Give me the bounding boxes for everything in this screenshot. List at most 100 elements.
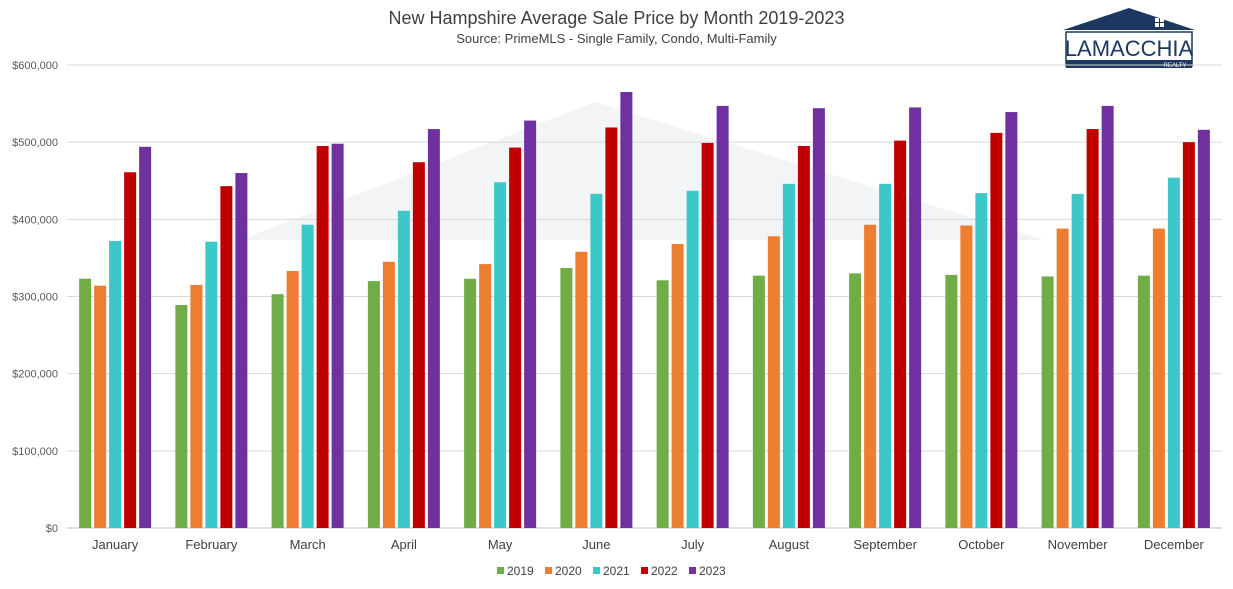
bar-2023 bbox=[812, 108, 825, 529]
bar-2021 bbox=[397, 210, 410, 528]
bar-2020 bbox=[960, 225, 973, 529]
legend-item: 2021 bbox=[593, 564, 630, 578]
legend-item: 2023 bbox=[689, 564, 726, 578]
bar-2023 bbox=[427, 129, 440, 528]
bar-2020 bbox=[671, 244, 684, 528]
bar-2019 bbox=[271, 294, 284, 528]
x-tick-label: November bbox=[1048, 537, 1109, 552]
bar-2020 bbox=[575, 251, 588, 528]
bar-2022 bbox=[701, 142, 714, 528]
x-tick-label: October bbox=[958, 537, 1005, 552]
bar-2021 bbox=[782, 183, 795, 528]
y-tick-label: $200,000 bbox=[12, 369, 58, 381]
y-tick-label: $500,000 bbox=[12, 137, 58, 149]
bar-2021 bbox=[590, 193, 603, 528]
bar-2023 bbox=[331, 143, 344, 528]
bar-2022 bbox=[1182, 142, 1195, 528]
bar-2019 bbox=[1041, 276, 1054, 528]
bar-2021 bbox=[1071, 193, 1084, 528]
x-tick-label: April bbox=[391, 537, 417, 552]
x-tick-label: September bbox=[853, 537, 917, 552]
bar-2020 bbox=[94, 285, 107, 528]
bar-2023 bbox=[524, 120, 537, 528]
bar-2019 bbox=[656, 280, 669, 528]
legend-label: 2021 bbox=[603, 564, 630, 578]
gridlines bbox=[67, 64, 1222, 529]
legend: 2019 2020 2021 2022 2023 bbox=[497, 564, 726, 578]
legend-swatch bbox=[593, 567, 600, 574]
logo-text: LAMACCHIA bbox=[1065, 36, 1194, 61]
legend-swatch bbox=[641, 567, 648, 574]
bar-2022 bbox=[894, 140, 907, 528]
bar-2021 bbox=[301, 224, 314, 529]
y-axis: $0 $100,000 $200,000 $300,000 $400,000 $500,0… bbox=[12, 60, 58, 535]
logo-house-icon: LAMACCHIA REALTY bbox=[1063, 8, 1195, 69]
x-tick-label: July bbox=[681, 537, 705, 552]
bar-2020 bbox=[382, 261, 395, 528]
legend-swatch bbox=[497, 567, 504, 574]
legend-label: 2020 bbox=[555, 564, 582, 578]
bar-2021 bbox=[1167, 177, 1180, 528]
bar-2019 bbox=[752, 275, 765, 528]
bar-2021 bbox=[686, 190, 699, 528]
watermark-roof bbox=[240, 102, 1045, 240]
chart-subtitle: Source: PrimeMLS - Single Family, Condo,… bbox=[456, 31, 777, 46]
bar-2019 bbox=[560, 267, 573, 528]
bar-2020 bbox=[286, 271, 299, 528]
x-tick-label: August bbox=[769, 537, 810, 552]
company-logo: LAMACCHIA REALTY bbox=[1063, 8, 1195, 70]
bar-2022 bbox=[509, 147, 522, 528]
legend-item: 2022 bbox=[641, 564, 678, 578]
x-tick-label: December bbox=[1144, 537, 1205, 552]
bar-2022 bbox=[316, 146, 329, 528]
bar-2022 bbox=[797, 146, 810, 528]
y-tick-label: $600,000 bbox=[12, 60, 58, 72]
y-tick-label: $0 bbox=[46, 523, 58, 535]
legend-item: 2020 bbox=[545, 564, 582, 578]
bar-2021 bbox=[109, 240, 122, 528]
bar-2021 bbox=[975, 193, 988, 528]
bar-2022 bbox=[1086, 129, 1099, 528]
bars bbox=[79, 92, 1210, 529]
bar-2021 bbox=[494, 182, 507, 528]
legend-label: 2023 bbox=[699, 564, 726, 578]
logo-subtext: REALTY bbox=[1164, 63, 1187, 69]
bar-2019 bbox=[79, 278, 92, 528]
bar-2023 bbox=[1101, 105, 1114, 529]
bar-2021 bbox=[205, 241, 218, 528]
legend-item: 2019 bbox=[497, 564, 534, 578]
chart-title: New Hampshire Average Sale Price by Mont… bbox=[388, 8, 845, 28]
bar-2020 bbox=[1056, 228, 1069, 529]
x-tick-label: January bbox=[92, 537, 139, 552]
bar-2019 bbox=[175, 304, 188, 528]
bar-2019 bbox=[1137, 275, 1150, 528]
bar-2023 bbox=[1005, 112, 1018, 529]
bar-2022 bbox=[220, 186, 233, 528]
bar-2023 bbox=[909, 107, 922, 529]
bar-2019 bbox=[849, 273, 862, 528]
x-axis: January February March April May June July Augu… bbox=[92, 537, 1205, 552]
legend-swatch bbox=[689, 567, 696, 574]
bar-2019 bbox=[945, 274, 958, 528]
legend-label: 2022 bbox=[651, 564, 678, 578]
bar-2023 bbox=[139, 146, 152, 528]
x-tick-label: February bbox=[185, 537, 238, 552]
bar-2022 bbox=[605, 127, 618, 528]
y-tick-label: $100,000 bbox=[12, 446, 58, 458]
y-tick-label: $300,000 bbox=[12, 292, 58, 304]
x-tick-label: June bbox=[582, 537, 610, 552]
bar-2022 bbox=[990, 132, 1003, 528]
bar-2022 bbox=[412, 162, 425, 529]
bar-2022 bbox=[124, 172, 137, 529]
bar-2023 bbox=[620, 92, 633, 528]
y-tick-label: $400,000 bbox=[12, 214, 58, 226]
bar-2020 bbox=[479, 264, 492, 528]
bar-2020 bbox=[767, 236, 780, 528]
bar-2021 bbox=[879, 183, 892, 528]
bar-2020 bbox=[190, 284, 203, 528]
bar-2023 bbox=[1197, 129, 1210, 528]
watermark-house bbox=[240, 102, 1045, 240]
x-tick-label: March bbox=[290, 537, 326, 552]
